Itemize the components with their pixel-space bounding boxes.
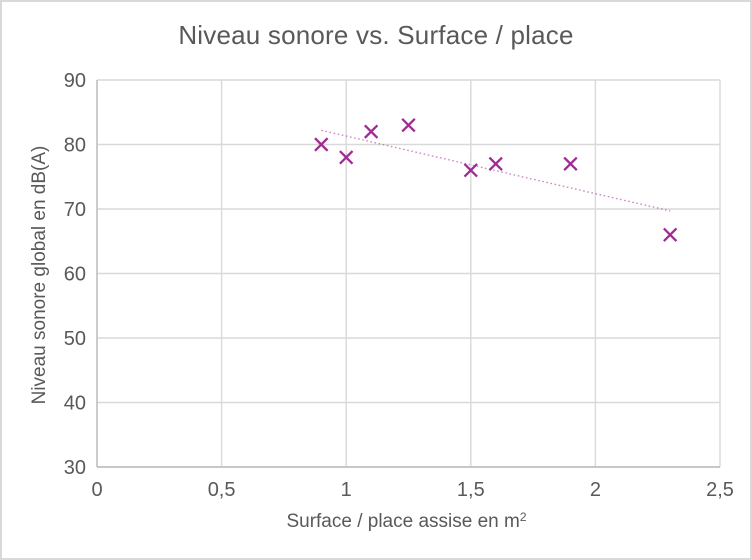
scatter-point <box>339 150 354 165</box>
scatter-point <box>488 156 503 171</box>
y-tick-label: 90 <box>64 70 86 92</box>
x-tick-label: 2,5 <box>706 479 734 501</box>
x-tick-label: 1,5 <box>457 479 485 501</box>
x-tick-label: 2 <box>590 479 601 501</box>
scatter-point <box>314 137 329 152</box>
x-axis-title-superscript: 2 <box>519 510 527 524</box>
x-tick-label: 0 <box>91 479 102 501</box>
chart-title: Niveau sonore vs. Surface / place <box>178 20 574 50</box>
scatter-point <box>401 118 416 133</box>
y-tick-label: 30 <box>64 457 86 479</box>
x-axis-title-text: Surface / place assise en m <box>286 511 520 532</box>
x-tick-label: 1 <box>341 479 352 501</box>
y-tick-label: 80 <box>64 135 86 157</box>
scatter-point <box>663 227 678 242</box>
scatter-point <box>463 163 478 178</box>
x-axis-title: Surface / place assise en m2 <box>95 510 718 533</box>
y-tick-label: 40 <box>64 393 86 415</box>
scatter-point <box>563 156 578 171</box>
scatter-point <box>363 124 379 139</box>
trendline <box>321 129 671 212</box>
y-tick-label: 70 <box>64 199 86 221</box>
y-axis-title: Niveau sonore global en dB(A) <box>29 145 50 405</box>
x-tick-label: 0,5 <box>208 479 236 501</box>
y-tick-label: 60 <box>64 264 86 286</box>
y-tick-label: 50 <box>64 328 86 350</box>
